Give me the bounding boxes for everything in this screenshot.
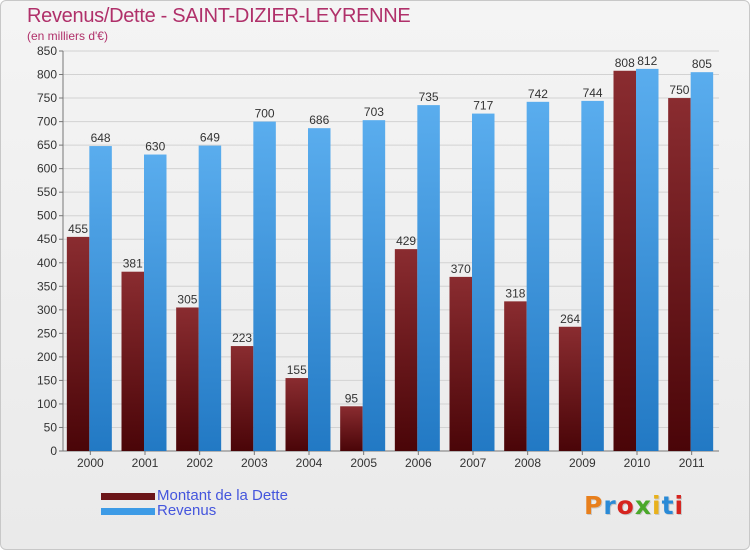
data-label: 744 [583,86,603,100]
y-tick-label: 150 [37,373,57,387]
bar-revenus [581,100,604,451]
data-label: 700 [255,107,275,121]
bar-dette [613,70,636,451]
x-tick-label: 2004 [296,456,323,470]
y-tick-label: 650 [37,138,57,152]
legend-label-revenus: Revenus [157,502,217,519]
bar-revenus [636,68,659,451]
data-label: 630 [145,140,165,154]
data-label: 455 [68,222,88,236]
bar-revenus [472,113,495,452]
y-tick-label: 250 [37,326,57,340]
y-tick-label: 100 [37,397,57,411]
y-tick-label: 200 [37,350,57,364]
data-labels: 455 648 381 630 305 649 223 700 155 686 95 703 429 73… [68,54,712,405]
legend-swatch-debt [101,493,155,500]
x-tick-label: 2009 [569,456,596,470]
bar-dette [176,307,199,451]
data-label: 717 [473,99,493,113]
data-label: 649 [200,131,220,145]
bar-revenus [89,146,112,451]
y-tick-label: 850 [37,44,57,58]
bar-revenus [198,145,222,451]
bar-dette [558,326,582,451]
legend-label-debt: Montant de la Dette [157,487,288,504]
bar-revenus [308,128,331,452]
y-tick-label: 700 [37,115,57,129]
y-tick-label: 400 [37,256,57,270]
x-tick-label: 2003 [241,456,268,470]
legend-swatch-revenus [101,508,155,515]
bar-dette [504,301,527,451]
proxiti-logo: Proxiti [584,491,685,520]
chart-title: Revenus/Dette - SAINT-DIZIER-LEYRENNE [27,5,411,27]
bar-dette [230,346,254,451]
y-tick-label: 350 [37,279,57,293]
y-tick-label: 500 [37,209,57,223]
x-tick-label: 2010 [624,456,651,470]
data-label: 381 [123,257,143,271]
data-label: 429 [396,234,416,248]
data-label: 223 [232,331,252,345]
bar-revenus [526,101,550,451]
y-tick-label: 550 [37,185,57,199]
data-label: 703 [364,105,384,119]
bar-dette [394,249,418,451]
y-tick-label: 800 [37,68,57,82]
data-label: 686 [309,113,329,127]
bar-revenus [253,121,276,452]
x-tick-label: 2006 [405,456,432,470]
x-tick-label: 2002 [186,456,213,470]
data-label: 95 [345,391,359,405]
y-tick-label: 50 [44,420,58,434]
data-label: 812 [637,54,657,68]
data-label: 305 [177,292,197,306]
bar-dette [66,236,90,451]
x-tick-label: 2011 [679,456,705,470]
bar-dette [340,406,363,451]
axes: 0 50 100 150 200 250 300 350 400 450 500 550 600 650 7… [37,44,719,470]
bar-revenus [690,72,714,452]
bar-dette [449,276,472,451]
y-tick-label: 750 [37,91,57,105]
data-label: 808 [615,56,635,70]
bar-revenus [417,105,440,451]
data-label: 370 [451,262,471,276]
data-label: 805 [692,57,712,71]
bar-revenus [144,154,167,451]
data-label: 318 [505,286,525,300]
chart-subtitle: (en milliers d'€) [27,29,108,43]
bar-dette [668,98,691,451]
data-label: 155 [287,363,307,377]
y-tick-label: 0 [50,444,57,458]
data-label: 742 [528,87,548,101]
x-tick-label: 2000 [77,456,104,470]
data-label: 750 [669,83,689,97]
grid [63,50,719,452]
x-tick-label: 2001 [132,456,159,470]
bar-revenus [362,120,386,452]
y-tick-label: 300 [37,303,57,317]
data-label: 735 [419,90,439,104]
y-tick-label: 450 [37,232,57,246]
data-label: 648 [91,131,111,145]
data-label: 264 [560,312,580,326]
bars [66,68,714,452]
x-tick-label: 2008 [514,456,541,470]
bar-dette [121,271,144,451]
y-tick-label: 600 [37,162,57,176]
x-tick-label: 2007 [460,456,487,470]
bar-dette [285,378,308,451]
x-tick-label: 2005 [350,456,377,470]
